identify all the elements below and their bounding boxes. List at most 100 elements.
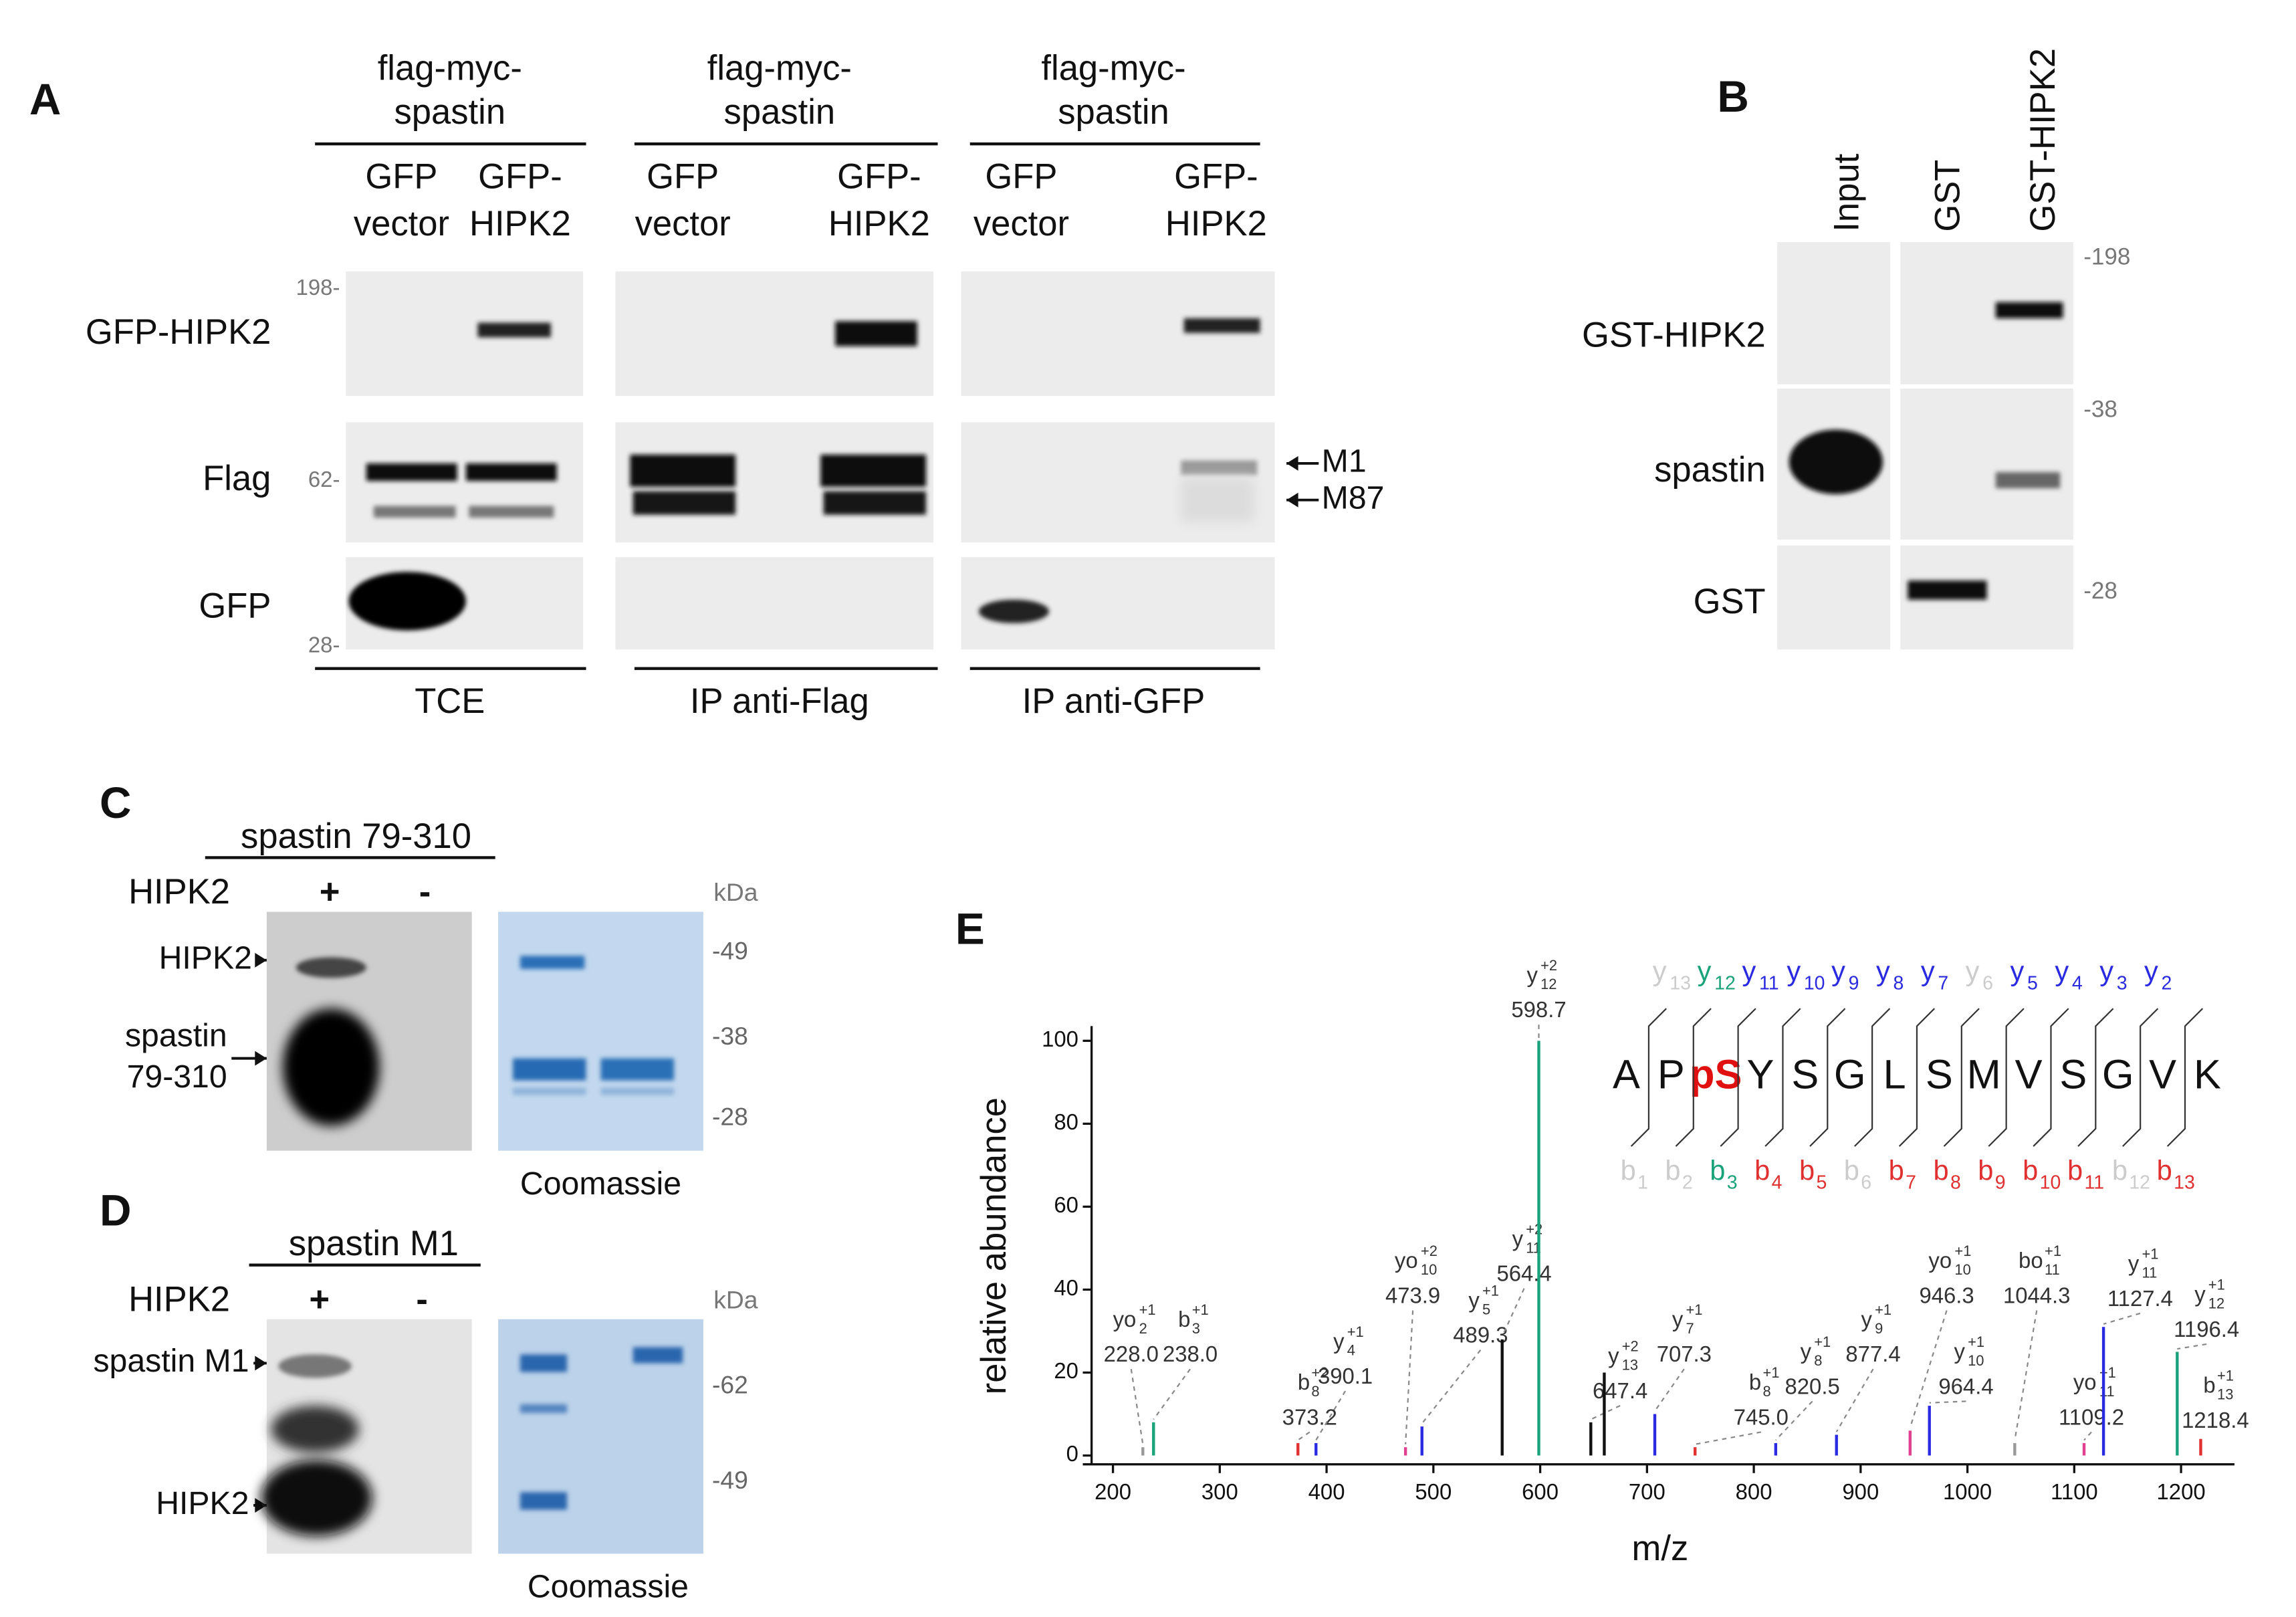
- panel-label: C: [100, 778, 131, 827]
- ion-label: y: [2128, 1251, 2140, 1275]
- group-footer: IP anti-Flag: [690, 681, 869, 721]
- fragment-bracket: [1764, 1008, 1801, 1147]
- ion-label: y: [1698, 956, 1712, 987]
- group-header: spastin: [394, 92, 505, 132]
- ion-base: y: [2099, 956, 2113, 987]
- band: [630, 454, 736, 487]
- residue: S: [1926, 1051, 1953, 1097]
- peak-label: 647.4: [1593, 1378, 1647, 1403]
- ion-sub: 12: [1540, 976, 1557, 992]
- peak-label: 1109.2: [2059, 1404, 2124, 1429]
- residue: Y: [1747, 1051, 1774, 1097]
- band: [520, 1354, 568, 1372]
- y-axis-label: relative abundance: [974, 1097, 1014, 1394]
- ion-sub: 9: [1875, 1320, 1883, 1337]
- x-tick-label: 1000: [1943, 1479, 1992, 1504]
- ion-label: y: [2055, 956, 2069, 987]
- construct: spastin M1: [289, 1224, 459, 1263]
- stain-label: Coomassie: [528, 1569, 689, 1605]
- fragment-bracket: [2166, 1008, 2204, 1147]
- ion-label: b: [2023, 1155, 2038, 1186]
- ion-label: yo: [1928, 1248, 1952, 1273]
- ion-sup: +2: [1622, 1338, 1639, 1355]
- leader: [2083, 1431, 2092, 1441]
- ion-sup: +1: [2045, 1243, 2061, 1259]
- ion-sup: +1: [2099, 1364, 2116, 1381]
- band: [1908, 580, 1987, 600]
- lane-label: +: [309, 1279, 330, 1319]
- ion-sub: 3: [2117, 973, 2128, 994]
- fragment-bracket: [2077, 1008, 2114, 1147]
- blot: [1777, 242, 1890, 385]
- ion-label: y: [2099, 956, 2113, 987]
- ion-sub: 11: [1759, 973, 1779, 994]
- ion-sub: 4: [2072, 973, 2083, 994]
- residue: V: [2015, 1051, 2043, 1097]
- group-header: flag-myc-: [707, 48, 852, 88]
- band-label: 79-310: [127, 1059, 227, 1095]
- ion-base: b: [1889, 1155, 1904, 1186]
- band: [1181, 477, 1254, 522]
- blot: [346, 422, 584, 543]
- ion-base: yo: [1395, 1248, 1418, 1273]
- ion-base: b: [2023, 1155, 2038, 1186]
- residue: pS: [1690, 1051, 1742, 1097]
- peak-label: 964.4: [1938, 1374, 1993, 1398]
- ion-sub: 12: [2208, 1295, 2224, 1312]
- lane-label: vector: [354, 204, 449, 243]
- residue: V: [2149, 1051, 2176, 1097]
- band-label: spastin: [125, 1018, 227, 1054]
- fragment-bracket: [1675, 1008, 1712, 1147]
- ion-sub: 2: [1139, 1320, 1147, 1337]
- ion-base: y: [1921, 956, 1935, 987]
- ion-base: b: [1710, 1155, 1725, 1186]
- peak-label: 390.1: [1318, 1364, 1373, 1388]
- band: [278, 1354, 352, 1378]
- peak-label: 564.4: [1496, 1261, 1551, 1286]
- ion-label: y: [1333, 1328, 1345, 1353]
- kinase-label: HIPK2: [128, 1279, 230, 1319]
- ion-base: b: [2112, 1155, 2128, 1186]
- ion-sub: 12: [2129, 1172, 2150, 1194]
- lane-label: -: [419, 872, 431, 911]
- residue: K: [2194, 1051, 2221, 1097]
- ion-base: y: [1831, 956, 1845, 987]
- ion-sub: 9: [1995, 1172, 2006, 1194]
- ion-sup: +1: [2217, 1368, 2234, 1384]
- ion-sup: +2: [1540, 957, 1557, 974]
- ion-base: y: [2128, 1251, 2140, 1275]
- unit: kDa: [713, 878, 758, 906]
- peak-label: 820.5: [1785, 1374, 1839, 1398]
- leader: [1909, 1310, 1948, 1428]
- blot: [961, 271, 1275, 397]
- band: [271, 1406, 359, 1453]
- band: [513, 1087, 586, 1095]
- ion-base: bo: [2019, 1248, 2043, 1273]
- ion-label: y: [1672, 1307, 1684, 1331]
- ion-base: yo: [1928, 1248, 1952, 1273]
- unit: kDa: [713, 1285, 758, 1313]
- ion-sub: 4: [1772, 1172, 1783, 1194]
- ion-base: y: [1876, 956, 1890, 987]
- fragment-bracket: [1988, 1008, 2025, 1147]
- leader: [1695, 1431, 1762, 1445]
- ion-label: y: [1468, 1287, 1480, 1312]
- arrow-label: M1: [1322, 443, 1367, 479]
- band: [366, 463, 457, 481]
- ion-label: b: [2112, 1155, 2128, 1186]
- x-tick-label: 300: [1201, 1479, 1238, 1504]
- blot: [498, 911, 703, 1151]
- band: [823, 491, 926, 515]
- ion-base: b: [1749, 1370, 1761, 1394]
- leader: [1501, 1288, 1525, 1337]
- peak-label: 1218.4: [2182, 1408, 2249, 1432]
- x-tick-label: 800: [1736, 1479, 1772, 1504]
- ion-sub: 4: [1347, 1342, 1355, 1359]
- ion-base: y: [1954, 1339, 1966, 1364]
- ion-base: b: [1621, 1155, 1636, 1186]
- leader: [2177, 1343, 2207, 1350]
- leader: [2014, 1310, 2038, 1440]
- band-label: HIPK2: [156, 1485, 249, 1521]
- ion-sub: 10: [1954, 1261, 1970, 1278]
